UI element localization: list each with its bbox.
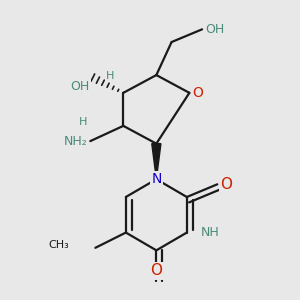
Text: O: O — [192, 86, 203, 100]
Text: NH: NH — [201, 226, 220, 239]
Text: NH₂: NH₂ — [64, 135, 87, 148]
Text: N: N — [151, 172, 161, 186]
Text: OH: OH — [70, 80, 90, 93]
Text: H: H — [106, 71, 114, 81]
Text: O: O — [220, 177, 232, 192]
Polygon shape — [152, 144, 161, 179]
Text: O: O — [150, 263, 162, 278]
Text: H: H — [79, 117, 87, 127]
Text: CH₃: CH₃ — [48, 240, 69, 250]
Text: OH: OH — [205, 23, 224, 36]
